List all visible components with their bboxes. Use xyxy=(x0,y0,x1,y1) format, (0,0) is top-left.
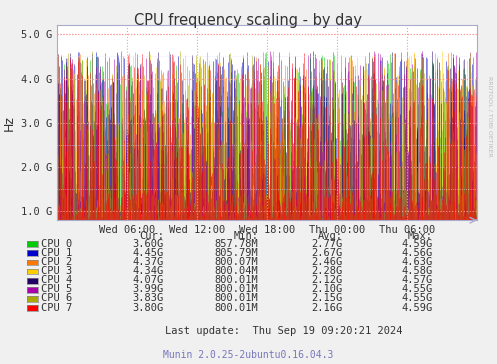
Text: Last update:  Thu Sep 19 09:20:21 2024: Last update: Thu Sep 19 09:20:21 2024 xyxy=(165,326,402,336)
Text: 4.63G: 4.63G xyxy=(401,257,432,267)
Text: RRDTOOL / TOBI OETIKER: RRDTOOL / TOBI OETIKER xyxy=(487,76,492,157)
Text: 2.46G: 2.46G xyxy=(312,257,343,267)
Text: CPU 0: CPU 0 xyxy=(41,239,73,249)
Text: 4.57G: 4.57G xyxy=(401,275,432,285)
Text: CPU 2: CPU 2 xyxy=(41,257,73,267)
Text: 3.80G: 3.80G xyxy=(133,302,164,313)
Text: 805.79M: 805.79M xyxy=(215,248,258,258)
Text: 4.45G: 4.45G xyxy=(133,248,164,258)
Text: 4.56G: 4.56G xyxy=(401,248,432,258)
Text: CPU frequency scaling - by day: CPU frequency scaling - by day xyxy=(135,13,362,28)
Text: 4.37G: 4.37G xyxy=(133,257,164,267)
Text: CPU 1: CPU 1 xyxy=(41,248,73,258)
Text: 2.77G: 2.77G xyxy=(312,239,343,249)
Text: Avg:: Avg: xyxy=(318,231,343,241)
Text: 4.55G: 4.55G xyxy=(401,284,432,294)
Text: 2.10G: 2.10G xyxy=(312,284,343,294)
Text: 2.15G: 2.15G xyxy=(312,293,343,304)
Text: 4.58G: 4.58G xyxy=(401,266,432,276)
Text: 800.07M: 800.07M xyxy=(215,257,258,267)
Text: 3.99G: 3.99G xyxy=(133,284,164,294)
Text: CPU 5: CPU 5 xyxy=(41,284,73,294)
Text: 4.59G: 4.59G xyxy=(401,302,432,313)
Text: 4.59G: 4.59G xyxy=(401,239,432,249)
Text: Munin 2.0.25-2ubuntu0.16.04.3: Munin 2.0.25-2ubuntu0.16.04.3 xyxy=(164,350,333,360)
Text: CPU 4: CPU 4 xyxy=(41,275,73,285)
Text: 3.60G: 3.60G xyxy=(133,239,164,249)
Text: 857.78M: 857.78M xyxy=(215,239,258,249)
Text: 800.04M: 800.04M xyxy=(215,266,258,276)
Text: 2.16G: 2.16G xyxy=(312,302,343,313)
Y-axis label: Hz: Hz xyxy=(2,115,15,131)
Text: CPU 3: CPU 3 xyxy=(41,266,73,276)
Text: 3.83G: 3.83G xyxy=(133,293,164,304)
Text: Max:: Max: xyxy=(408,231,432,241)
Text: 2.28G: 2.28G xyxy=(312,266,343,276)
Text: CPU 6: CPU 6 xyxy=(41,293,73,304)
Text: 2.67G: 2.67G xyxy=(312,248,343,258)
Text: Min:: Min: xyxy=(234,231,258,241)
Text: 4.55G: 4.55G xyxy=(401,293,432,304)
Text: 4.07G: 4.07G xyxy=(133,275,164,285)
Text: CPU 7: CPU 7 xyxy=(41,302,73,313)
Text: 800.01M: 800.01M xyxy=(215,293,258,304)
Text: 4.34G: 4.34G xyxy=(133,266,164,276)
Text: 800.01M: 800.01M xyxy=(215,284,258,294)
Text: 800.01M: 800.01M xyxy=(215,275,258,285)
Text: 800.01M: 800.01M xyxy=(215,302,258,313)
Text: 2.12G: 2.12G xyxy=(312,275,343,285)
Text: Cur:: Cur: xyxy=(139,231,164,241)
